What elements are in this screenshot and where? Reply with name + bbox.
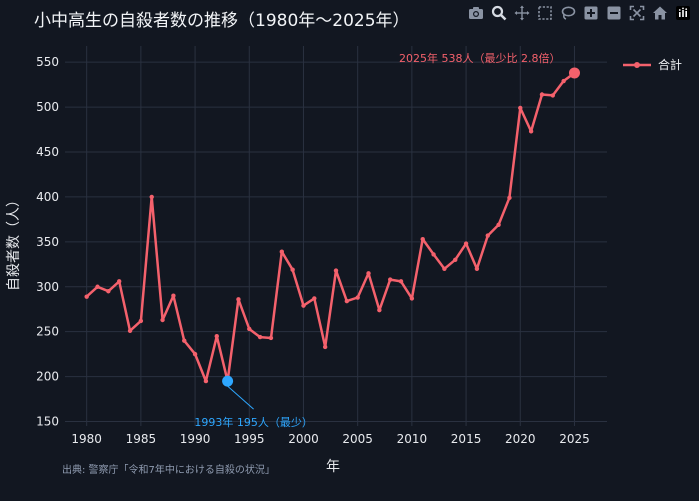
data-point[interactable] — [561, 78, 566, 84]
data-point[interactable] — [355, 295, 360, 300]
min-marker[interactable] — [222, 375, 234, 387]
x-tick-label: 2000 — [288, 432, 319, 446]
data-point[interactable] — [388, 277, 393, 282]
max-annotation: 2025年 538人（最少比 2.8倍） — [399, 51, 560, 65]
data-point[interactable] — [127, 328, 133, 333]
data-point[interactable] — [290, 267, 295, 272]
y-tick-label: 250 — [36, 325, 59, 339]
data-point[interactable] — [518, 105, 523, 111]
data-point[interactable] — [539, 92, 545, 97]
data-point[interactable] — [507, 195, 512, 201]
x-tick-label: 2010 — [397, 432, 428, 446]
data-point[interactable] — [117, 279, 122, 284]
pan-icon[interactable] — [512, 3, 532, 23]
autoscale-icon[interactable] — [627, 3, 647, 23]
data-point[interactable] — [420, 236, 425, 242]
y-tick-label: 500 — [36, 100, 59, 114]
y-tick-label: 450 — [36, 145, 59, 159]
data-point[interactable] — [182, 338, 187, 343]
data-point[interactable] — [431, 252, 436, 257]
y-tick-label: 350 — [36, 235, 59, 249]
y-tick-label: 400 — [36, 190, 59, 204]
data-point[interactable] — [344, 298, 350, 304]
x-tick-label: 1985 — [126, 432, 157, 446]
data-point[interactable] — [149, 194, 154, 200]
chart-title: 小中高生の自殺者数の推移（1980年～2025年） — [34, 11, 410, 31]
home-icon[interactable] — [650, 3, 670, 23]
plotly-logo-icon[interactable] — [673, 3, 693, 23]
y-tick-label: 150 — [36, 415, 59, 429]
data-point[interactable] — [138, 318, 144, 324]
y-tick-label: 550 — [36, 55, 59, 69]
data-point[interactable] — [192, 351, 198, 357]
data-point[interactable] — [247, 326, 252, 332]
data-point[interactable] — [528, 129, 534, 134]
x-tick-label: 2015 — [451, 432, 482, 446]
max-marker[interactable] — [568, 67, 580, 79]
x-tick-label: 1990 — [180, 432, 211, 446]
data-point[interactable] — [84, 294, 89, 299]
data-point[interactable] — [485, 233, 490, 238]
y-tick-label: 300 — [36, 280, 59, 294]
modebar — [466, 2, 693, 24]
data-point[interactable] — [550, 93, 555, 98]
data-point[interactable] — [474, 266, 480, 271]
camera-icon[interactable] — [466, 3, 486, 23]
data-point[interactable] — [171, 293, 176, 298]
data-point[interactable] — [301, 303, 306, 308]
data-point[interactable] — [312, 296, 317, 301]
x-tick-label: 2005 — [342, 432, 373, 446]
data-point[interactable] — [268, 335, 274, 341]
data-point[interactable] — [106, 289, 111, 294]
data-point[interactable] — [95, 284, 100, 289]
data-point[interactable] — [442, 266, 447, 271]
data-point[interactable] — [496, 222, 501, 227]
x-tick-label: 2020 — [505, 432, 536, 446]
lasso-icon[interactable] — [558, 3, 578, 23]
zoom-in-icon[interactable] — [581, 3, 601, 23]
min-annotation: 1993年 195人（最少） — [194, 415, 313, 429]
data-point[interactable] — [279, 249, 284, 254]
data-point[interactable] — [236, 297, 241, 302]
data-point[interactable] — [322, 344, 328, 350]
x-tick-label: 1980 — [71, 432, 102, 446]
y-axis-title: 自殺者数（人） — [6, 193, 22, 291]
data-point[interactable] — [203, 378, 209, 384]
x-tick-label: 2025 — [559, 432, 590, 446]
data-point[interactable] — [366, 271, 371, 276]
legend-swatch — [623, 61, 651, 68]
series-line-total — [85, 71, 576, 383]
data-point[interactable] — [377, 307, 382, 313]
zoom-icon[interactable] — [489, 3, 509, 23]
legend[interactable]: 合計 — [622, 56, 682, 73]
data-point[interactable] — [453, 257, 458, 263]
min-annotation-arrow — [227, 385, 254, 410]
x-tick-label: 1995 — [234, 432, 265, 446]
data-point[interactable] — [463, 241, 469, 246]
x-axis-title: 年 — [326, 459, 340, 475]
legend-label: 合計 — [658, 58, 683, 72]
data-point[interactable] — [214, 333, 219, 339]
data-point[interactable] — [333, 268, 339, 273]
y-tick-label: 200 — [36, 370, 59, 384]
data-point[interactable] — [398, 279, 404, 284]
data-point[interactable] — [409, 296, 415, 301]
data-point[interactable] — [257, 334, 263, 340]
data-point[interactable] — [160, 317, 165, 323]
box-select-icon[interactable] — [535, 3, 555, 23]
source-note: 出典: 警察庁「令和7年中における自殺の状況」 — [62, 465, 275, 476]
zoom-out-icon[interactable] — [604, 3, 624, 23]
